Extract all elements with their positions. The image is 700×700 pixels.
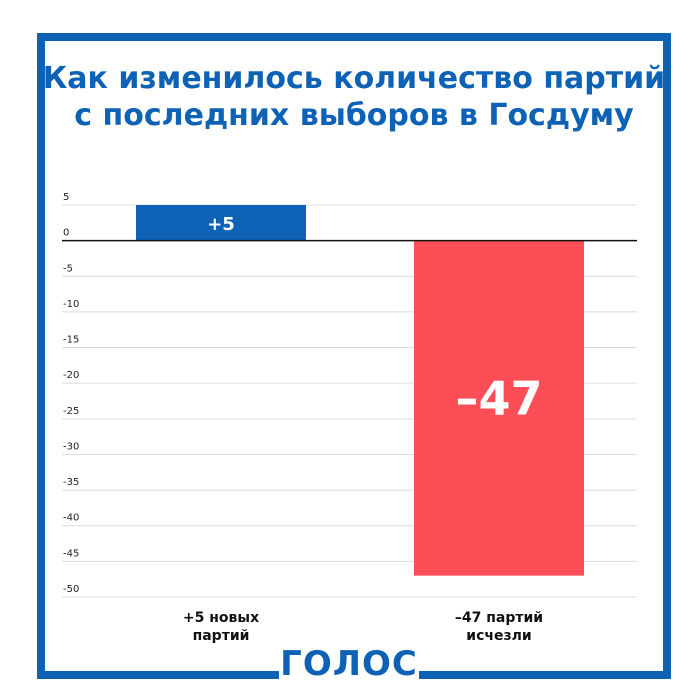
- category-label-line: +5 новых: [182, 610, 260, 626]
- category-label: –47 партий исчезли: [409, 609, 589, 645]
- bar-1: [136, 205, 306, 241]
- logo-background: [279, 650, 419, 700]
- golos-logo: ГОЛОС: [280, 644, 418, 684]
- chart-title: Как изменилось количество партий с после…: [42, 61, 666, 133]
- bar-data-label: +5: [207, 214, 235, 235]
- category-label-line: исчезли: [466, 628, 532, 644]
- category-label-line: партий: [192, 628, 250, 644]
- y-tick-label: -30: [63, 441, 79, 452]
- y-tick-label: 0: [63, 228, 69, 239]
- y-tick-label: -40: [63, 513, 79, 524]
- y-tick-label: -5: [63, 263, 73, 274]
- category-label: +5 новых партий: [131, 609, 311, 645]
- y-tick-label: -50: [63, 584, 79, 595]
- category-label-line: –47 партий: [454, 610, 544, 626]
- bar-data-label: –47: [455, 372, 542, 426]
- y-tick-label: -45: [63, 548, 79, 559]
- y-tick-label: -25: [63, 406, 79, 417]
- bar-2: [414, 240, 584, 576]
- y-tick-label: -35: [63, 477, 79, 488]
- y-tick-label: -10: [63, 299, 79, 310]
- y-tick-label: -15: [63, 335, 79, 346]
- y-tick-label: -20: [63, 370, 79, 381]
- y-tick-label: 5: [63, 192, 69, 203]
